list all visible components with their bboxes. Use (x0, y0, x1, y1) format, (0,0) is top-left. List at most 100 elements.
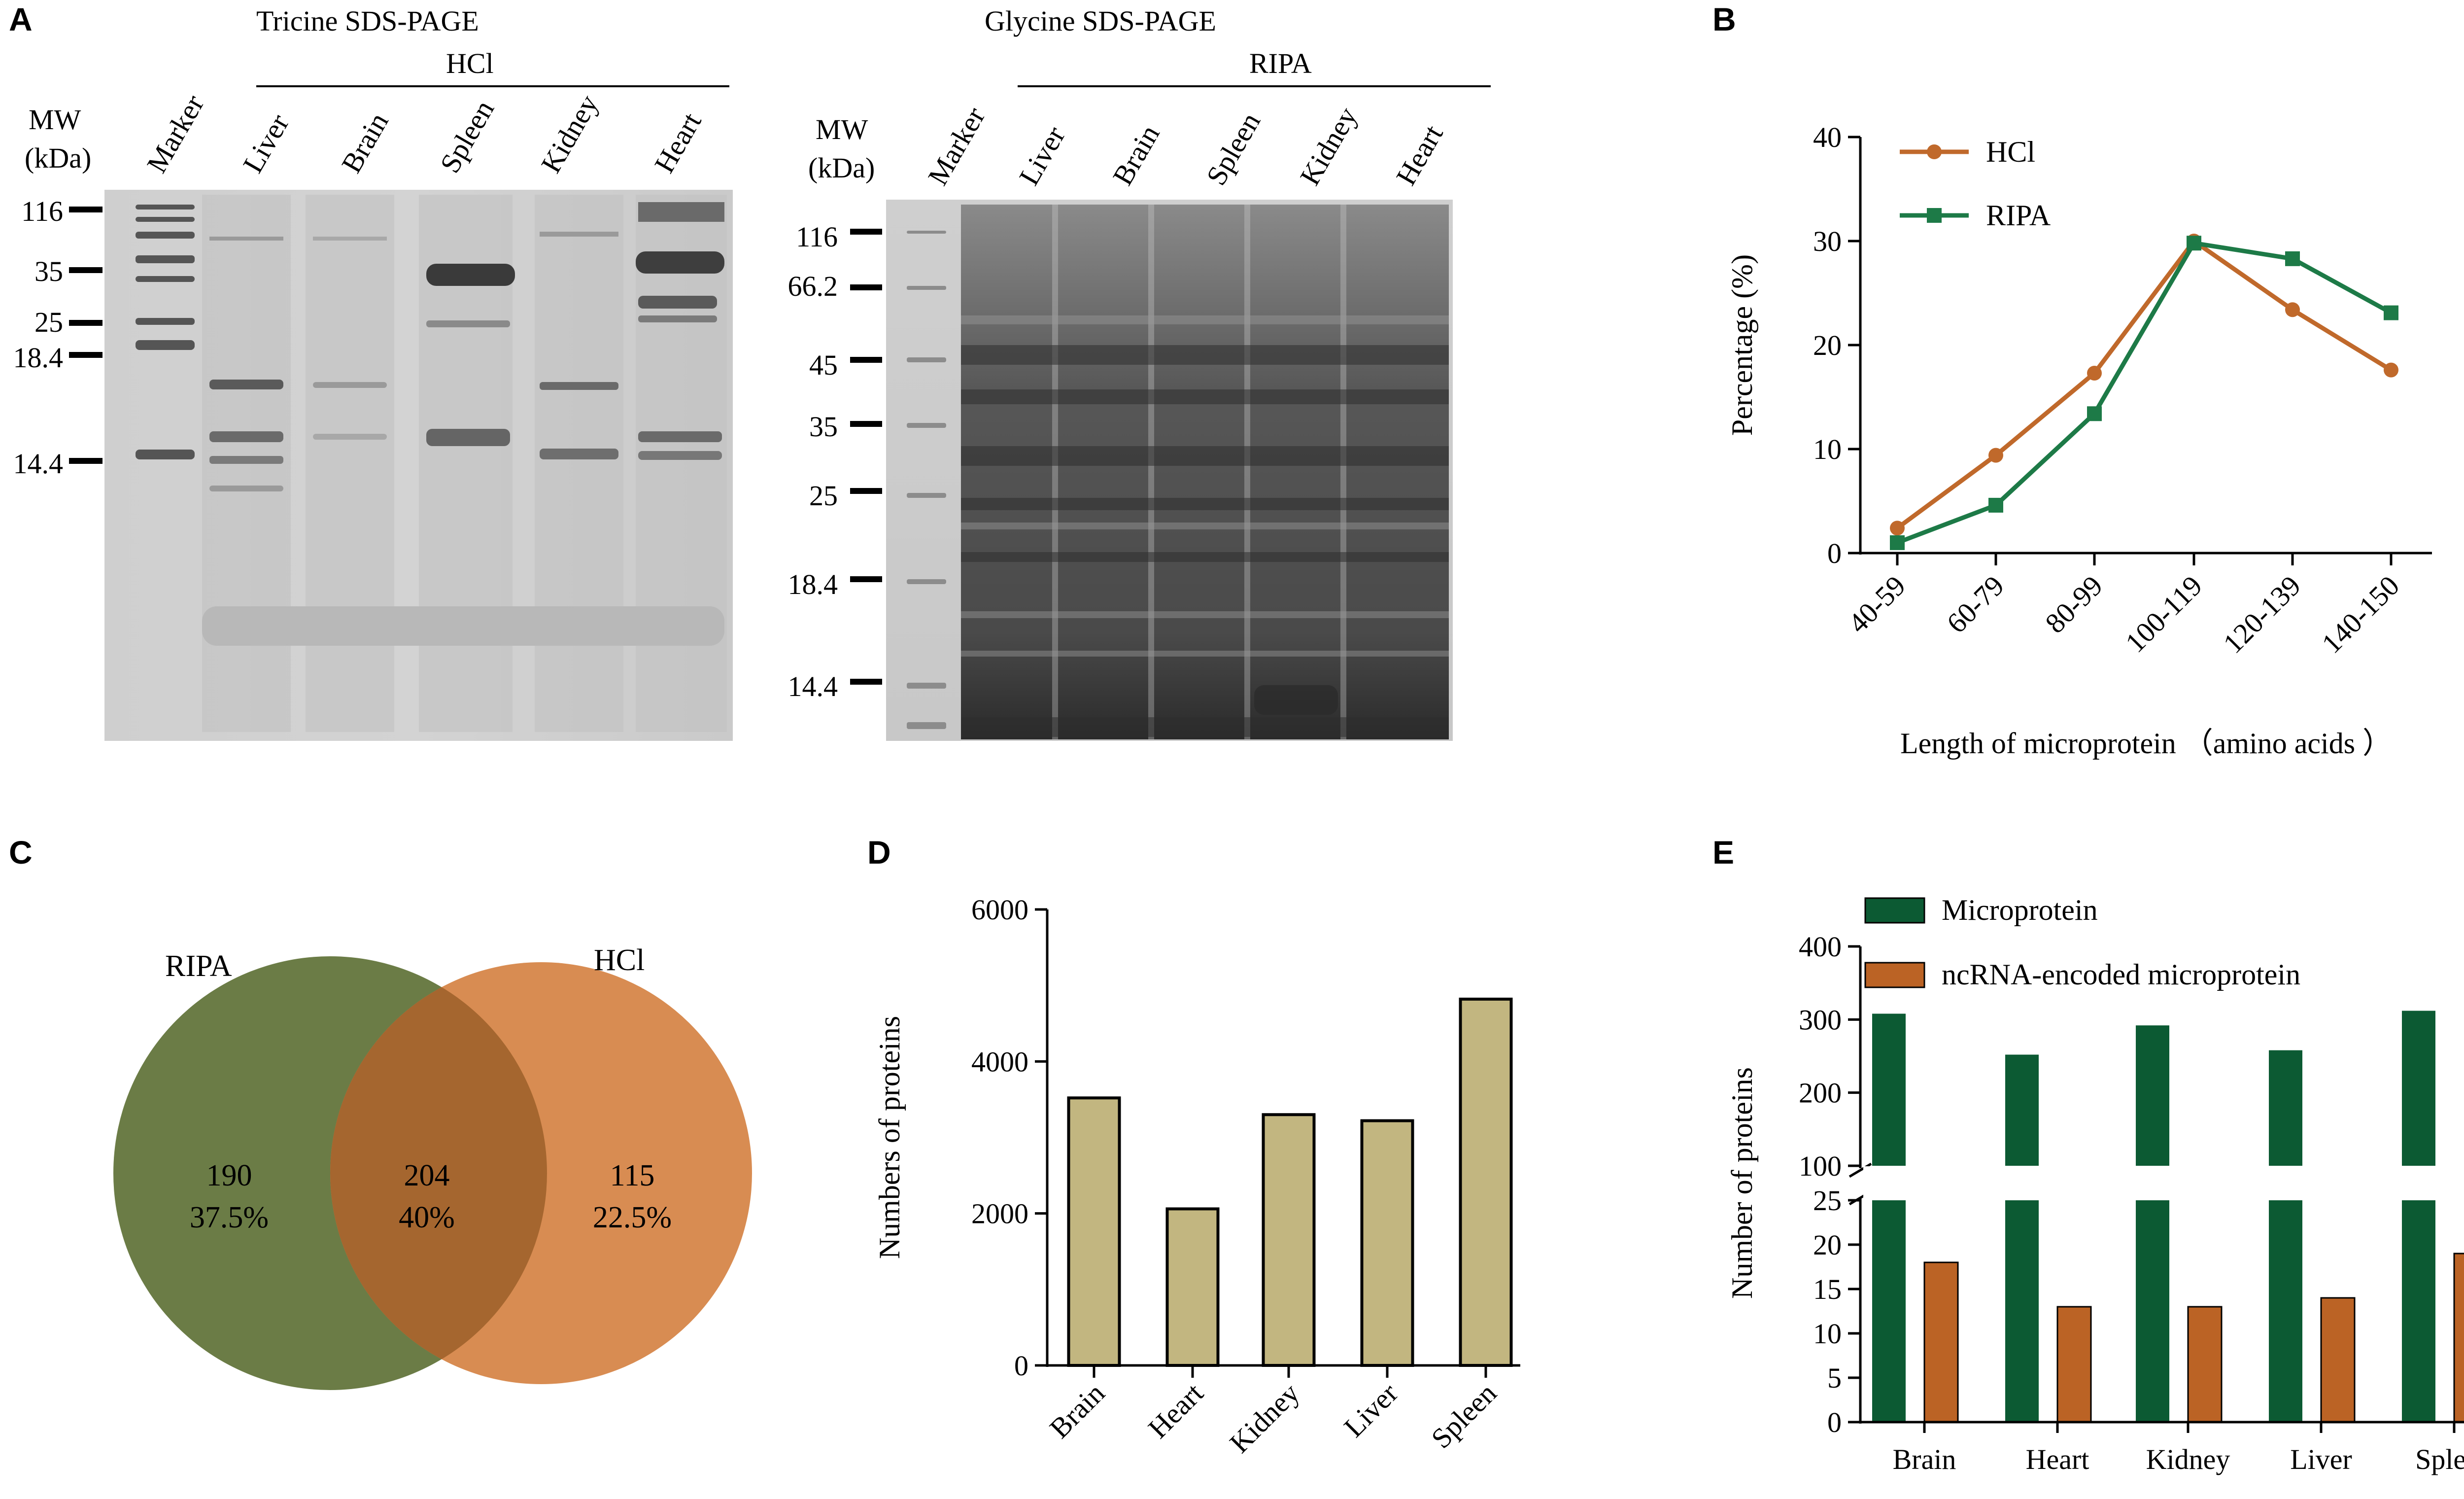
venn-overlap-pct: 40% (399, 1201, 455, 1234)
bar (1262, 1113, 1316, 1367)
x-tick-label: Spleen (2415, 1443, 2464, 1475)
tricine-lane-label: Brain (335, 107, 395, 178)
tricine-lane-labels: Marker Liver Brain Spleen Kidney Heart (140, 89, 708, 178)
x-tick-label: Liver (1337, 1377, 1404, 1443)
y-tick-label: 200 (1799, 1077, 1842, 1109)
microprotein-bar-lower (2005, 1200, 2039, 1422)
bar (1165, 1207, 1220, 1367)
ncrna-bar (2453, 1253, 2464, 1423)
tricine-kda-label: (kDa) (25, 142, 91, 174)
glycine-lane-label: Liver (1013, 121, 1071, 190)
tricine-lane-label: Liver (237, 108, 295, 178)
legend-ripa-label: RIPA (1986, 199, 2051, 232)
glycine-lane-label: Heart (1390, 119, 1449, 190)
microprotein-bar-lower (2136, 1200, 2169, 1422)
venn-overlap (330, 962, 547, 1384)
hcl-point (2384, 362, 2398, 378)
legend-ncrna-swatch (1864, 962, 1925, 988)
ncrna-bar (2056, 1306, 2092, 1423)
y-tick-label: 0 (1827, 1406, 1842, 1438)
y-tick-label: 6000 (971, 894, 1028, 926)
y-tick-label: 400 (1799, 931, 1842, 963)
glycine-mw-value: 25 (809, 480, 838, 512)
glycine-mw-label: MW (816, 113, 868, 145)
ripa-line (1896, 241, 2393, 545)
y-tick-label: 300 (1799, 1004, 1842, 1036)
x-tick-label: Liver (2290, 1443, 2352, 1475)
tricine-mw-ticks (69, 207, 103, 464)
panel-d-label: D (867, 834, 891, 871)
tricine-lane-label: Marker (140, 89, 210, 178)
ncrna-bar (1923, 1261, 1959, 1423)
tricine-marker-bands (136, 205, 195, 459)
y-tick-label: 0 (1827, 537, 1842, 569)
y-tick-label: 20 (1813, 329, 1842, 361)
y-tick-label: 0 (1014, 1350, 1028, 1382)
y-tick-label: 20 (1813, 1229, 1842, 1261)
glycine-mw-value: 18.4 (788, 568, 838, 600)
tricine-mw-markers: 116 35 25 18.4 14.4 (13, 195, 64, 480)
glycine-kda-label: (kDa) (808, 152, 875, 184)
y-tick-label: 25 (1813, 1185, 1842, 1217)
y-tick-label: 15 (1813, 1273, 1842, 1305)
y-tick-label: 5 (1827, 1362, 1842, 1394)
microprotein-bar-upper (2005, 1054, 2039, 1166)
glycine-gel: Glycine SDS-PAGE RIPA MW (kDa) Marker Li… (788, 5, 1491, 741)
panel-b-label: B (1712, 1, 1736, 37)
panel-c-label: C (9, 834, 33, 871)
tricine-title: Tricine SDS-PAGE (256, 5, 479, 37)
x-tick-label: Brain (1043, 1377, 1111, 1444)
glycine-mw-markers: 116 66.2 45 35 25 18.4 14.4 (788, 221, 838, 702)
axis-break-mark (1848, 1162, 1872, 1178)
glycine-sample-lanes (961, 205, 1449, 739)
legend-ncrna-label: ncRNA-encoded microprotein (1942, 958, 2300, 991)
venn-ripa-only-count: 190 (206, 1159, 252, 1192)
microprotein-bar-lower (2402, 1200, 2435, 1422)
tricine-mw-label: MW (29, 104, 81, 136)
percentage-line-chart: 0 10 20 30 40 40-59 60-79 80-99 100-119 120-139 14… (1726, 121, 2432, 760)
panel-b: B 0 10 20 30 40 40-59 60-79 80-99 100-119 120-139… (1712, 1, 2432, 760)
y-tick-label: 4000 (971, 1046, 1028, 1078)
bar (1459, 997, 1513, 1367)
glycine-lane-label: Brain (1106, 119, 1166, 190)
legend-ripa-marker (1927, 208, 1942, 223)
microprotein-bar-upper (2402, 1011, 2435, 1166)
x-tick-label: Kidney (1223, 1377, 1305, 1459)
x-tick-label: Heart (1142, 1377, 1209, 1444)
x-tick-label: 80-99 (2039, 569, 2109, 639)
x-tick-label: 120-139 (2217, 569, 2307, 660)
venn-hcl-only-count: 115 (610, 1159, 655, 1192)
legend-microprotein-swatch (1864, 897, 1925, 924)
x-tick-label: 40-59 (1842, 569, 1912, 639)
y-axis-title: Percentage (%) (1726, 254, 1758, 436)
glycine-mw-value: 66.2 (788, 270, 838, 302)
tricine-sample-bands (202, 202, 724, 646)
y-tick-label: 10 (1813, 433, 1842, 465)
tricine-mw-value: 116 (21, 195, 63, 227)
tricine-group-label: HCl (446, 47, 494, 79)
tricine-mw-value: 14.4 (13, 448, 64, 480)
panel-d: D Brain Heart Kidney Liver Spleen 0 2000 4000 60… (867, 834, 1520, 1459)
microprotein-bar-upper (1872, 1013, 1906, 1166)
legend-hcl-label: HCl (1986, 136, 2035, 168)
ripa-point (1988, 497, 2003, 513)
panel-a-label: A (9, 1, 33, 37)
microprotein-bar-lower (2269, 1200, 2302, 1422)
ripa-point (2285, 251, 2300, 266)
tricine-mw-value: 25 (34, 306, 63, 338)
glycine-mw-ticks (850, 229, 882, 685)
hcl-line (1896, 238, 2393, 530)
venn-values: 190 37.5% 204 40% 115 22.5% (190, 1159, 672, 1234)
microprotein-bar-upper (2269, 1050, 2302, 1166)
axis-break-gap (1863, 1166, 2464, 1200)
bar (1067, 1096, 1121, 1367)
ripa-point (2087, 406, 2102, 421)
glycine-lane-labels: Marker Liver Brain Spleen Kidney Heart (922, 102, 1449, 190)
glycine-lane-label: Spleen (1200, 107, 1266, 190)
y-axis-title: Numbers of proteins (873, 1016, 906, 1259)
venn-ripa-only-pct: 37.5% (190, 1201, 269, 1234)
venn-hcl-label: HCl (594, 943, 645, 977)
tricine-mw-value: 18.4 (13, 342, 64, 374)
legend-hcl-marker (1927, 144, 1942, 159)
tricine-lane-label: Heart (648, 107, 708, 178)
